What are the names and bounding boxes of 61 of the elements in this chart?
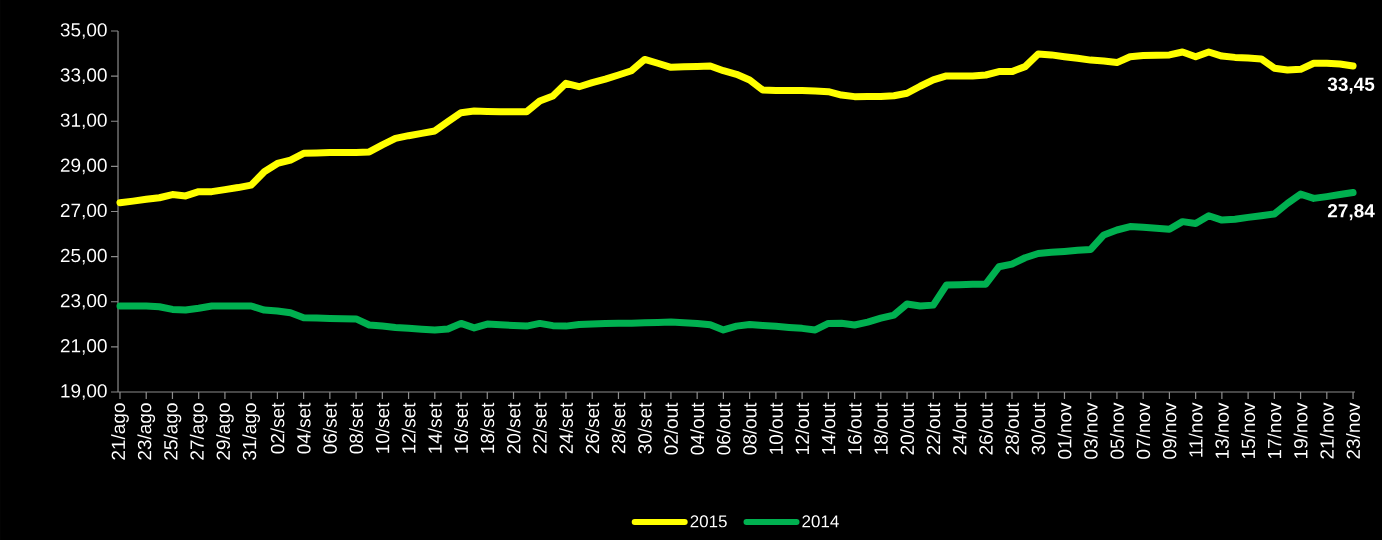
x-tick-label: 14/out <box>821 402 836 454</box>
x-tick-label: 26/set <box>585 402 600 454</box>
x-tick-label: 02/out <box>663 402 678 455</box>
x-tick-label: 15/nov <box>1241 402 1256 459</box>
x-tick-label: 23/ago <box>137 403 156 460</box>
y-tick-label: 31,00 <box>60 113 107 130</box>
x-tick-label: 17/nov <box>1267 402 1282 459</box>
x-tick-label: 10/out <box>768 402 783 454</box>
x-tick-label: 22/set <box>532 402 547 454</box>
x-tick-label: 03/nov <box>1083 402 1098 459</box>
x-tick-label: 06/set <box>322 402 337 454</box>
x-tick-label: 20/out <box>900 402 915 455</box>
annotation: 27,84 <box>1327 204 1375 221</box>
x-tick-label: 04/out <box>690 402 705 455</box>
x-tick-label: 08/out <box>742 402 757 455</box>
x-tick-label: 18/out <box>873 402 888 454</box>
annotation: 33,45 <box>1327 77 1375 94</box>
x-tick-label: 29/ago <box>216 403 234 460</box>
x-tick-label: 02/set <box>270 402 285 454</box>
x-tick-label: 04/set <box>296 402 311 454</box>
y-tick-label: 35,00 <box>60 23 107 39</box>
x-tick-label: 27/ago <box>189 403 208 460</box>
y-tick-label: 25,00 <box>60 248 107 265</box>
y-tick-label: 29,00 <box>60 158 107 175</box>
x-tick-label: 30/set <box>637 402 652 454</box>
x-tick-label: 16/out <box>847 402 862 454</box>
y-tick-label: 33,00 <box>60 68 107 84</box>
x-tick-label: 30/out <box>1031 402 1046 455</box>
x-tick-label: 22/out <box>926 402 941 455</box>
x-tick-label: 19/nov <box>1293 402 1308 459</box>
y-tick-label: 27,00 <box>60 203 107 220</box>
x-tick-label: 10/set <box>375 402 390 453</box>
x-tick-label: 16/set <box>454 402 469 453</box>
x-tick-label: 23/nov <box>1346 402 1361 459</box>
x-tick-label: 25/ago <box>163 403 182 460</box>
x-tick-label: 09/nov <box>1162 402 1177 459</box>
x-tick-label: 07/nov <box>1136 402 1151 459</box>
x-tick-label: 01/nov <box>1057 402 1072 459</box>
x-tick-label: 13/nov <box>1214 402 1229 459</box>
x-tick-label: 05/nov <box>1109 402 1124 459</box>
x-tick-label: 11/nov <box>1188 402 1203 457</box>
x-tick-label: 26/out <box>978 402 993 455</box>
x-tick-label: 12/out <box>795 402 810 454</box>
legend-label: 2015 <box>690 515 727 528</box>
x-tick-label: 14/set <box>427 402 442 453</box>
x-tick-label: 31/ago <box>242 403 261 460</box>
y-tick-label: 19,00 <box>61 384 107 400</box>
x-tick-label: 24/set <box>559 402 573 454</box>
x-tick-label: 12/set <box>401 402 416 453</box>
x-tick-label: 18/set <box>480 402 495 453</box>
x-tick-label: 06/out <box>716 402 731 455</box>
legend-label: 2014 <box>802 515 839 528</box>
x-tick-label: 21/ago <box>111 403 129 460</box>
y-tick-label: 21,00 <box>60 339 107 355</box>
x-tick-label: 20/set <box>506 402 521 454</box>
y-tick-label: 23,00 <box>60 293 107 310</box>
x-tick-label: 21/nov <box>1319 402 1334 459</box>
x-tick-label: 28/out <box>1005 402 1019 455</box>
x-tick-label: 28/set <box>611 402 626 454</box>
x-tick-label: 24/out <box>952 402 967 455</box>
x-tick-label: 08/set <box>349 402 364 454</box>
